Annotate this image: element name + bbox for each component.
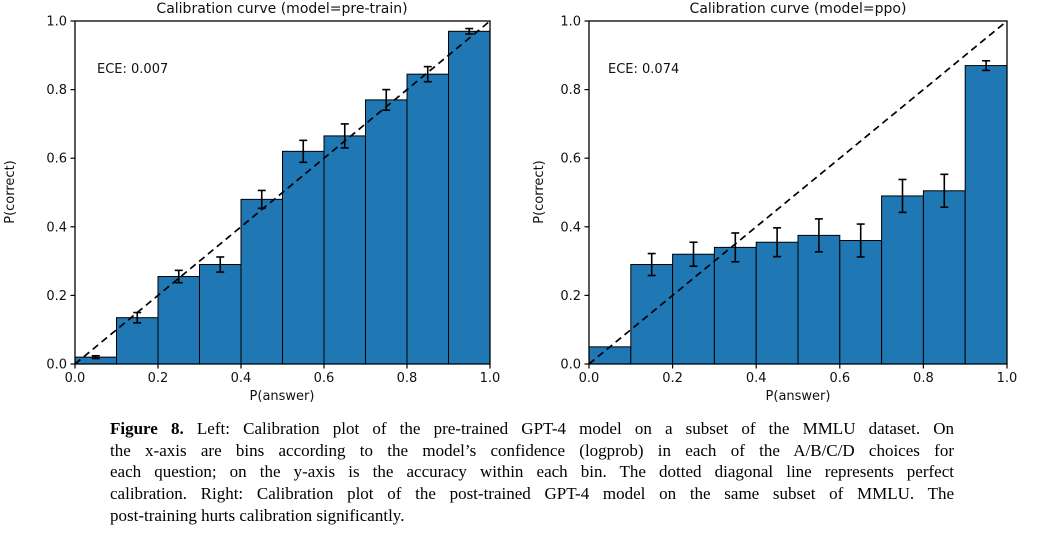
bar bbox=[448, 30, 491, 365]
caption-line: each question; on the y-axis is the accu… bbox=[110, 462, 954, 482]
bar bbox=[365, 99, 408, 365]
x-tick-label: 0.0 bbox=[579, 371, 600, 386]
caption-line: Figure 8. Left: Calibration plot of the … bbox=[110, 418, 954, 440]
y-tick-label: 0.8 bbox=[46, 83, 67, 98]
error-bar bbox=[773, 227, 782, 258]
bar bbox=[199, 264, 242, 365]
error-bar bbox=[689, 241, 698, 268]
x-axis-label: P(answer) bbox=[250, 389, 315, 404]
y-tick-label: 0.0 bbox=[46, 358, 67, 373]
bar bbox=[755, 241, 799, 365]
error-bar bbox=[856, 223, 865, 258]
caption-line: post-training hurts calibration signific… bbox=[110, 505, 405, 525]
plot-border bbox=[74, 20, 491, 365]
bar bbox=[839, 240, 883, 365]
error-bar bbox=[174, 269, 183, 284]
plot-border bbox=[588, 20, 1008, 365]
calibration-plot-pretrain: 0.0 0.2 0.4 0.6 0.8 1.0 0.0 0.2 0.4 0.6 0.8 1.0 Cal… bbox=[3, 1, 500, 404]
x-tick-label: 0.2 bbox=[148, 371, 169, 386]
bar bbox=[797, 234, 841, 365]
error-bar bbox=[814, 218, 823, 253]
plot-area-ppo: 0.0 0.2 0.4 0.6 0.8 1.0 0.0 0.2 0.4 0.6 0.8 1.0 bbox=[560, 15, 1017, 387]
x-tick-label: 0.0 bbox=[65, 371, 86, 386]
diagonal-line bbox=[74, 20, 491, 365]
bar bbox=[588, 346, 632, 365]
error-bar bbox=[340, 123, 349, 149]
bar bbox=[964, 65, 1008, 365]
y-tick-label: 1.0 bbox=[560, 15, 581, 30]
ece-annotation: ECE: 0.074 bbox=[608, 62, 679, 77]
error-bar bbox=[940, 173, 949, 209]
bar bbox=[323, 135, 366, 365]
error-bar bbox=[647, 252, 656, 277]
y-tick-label: 0.2 bbox=[46, 289, 67, 304]
chart-title: Calibration curve (model=ppo) bbox=[690, 1, 907, 17]
x-tick-label: 1.0 bbox=[997, 371, 1018, 386]
x-tick-label: 0.6 bbox=[314, 371, 335, 386]
y-tick-label: 0.0 bbox=[560, 358, 581, 373]
calibration-plot-ppo: 0.0 0.2 0.4 0.6 0.8 1.0 0.0 0.2 0.4 0.6 0.8 1.0 Cal… bbox=[532, 1, 1017, 404]
bar bbox=[672, 253, 715, 365]
ece-annotation: ECE: 0.007 bbox=[97, 62, 168, 77]
caption-text: Left: Calibration plot of the pre-traine… bbox=[183, 419, 954, 438]
figure-caption: Figure 8. Left: Calibration plot of the … bbox=[110, 418, 954, 527]
error-bar bbox=[465, 27, 474, 35]
caption-line: calibration. Right: Calibration plot of … bbox=[110, 484, 954, 504]
chart-pretrain: 0.0 0.2 0.4 0.6 0.8 1.0 0.0 0.2 0.4 0.6 0.8 1.0 Cal… bbox=[0, 0, 527, 420]
chart-title: Calibration curve (model=pre-train) bbox=[156, 1, 407, 17]
y-tick-label: 0.2 bbox=[560, 289, 581, 304]
y-tick-label: 0.6 bbox=[46, 152, 67, 167]
chart-ppo: 0.0 0.2 0.4 0.6 0.8 1.0 0.0 0.2 0.4 0.6 0.8 1.0 Cal… bbox=[527, 0, 1054, 420]
x-tick-label: 0.6 bbox=[829, 371, 850, 386]
bar bbox=[713, 246, 757, 365]
bar bbox=[282, 150, 325, 365]
error-bar bbox=[382, 88, 391, 111]
error-bar bbox=[898, 178, 907, 214]
error-bar bbox=[133, 311, 142, 324]
error-bar bbox=[423, 65, 432, 83]
error-bar bbox=[91, 354, 100, 360]
y-tick-label: 0.4 bbox=[560, 220, 581, 235]
x-tick-label: 0.2 bbox=[662, 371, 683, 386]
y-axis-label: P(correct) bbox=[3, 160, 18, 224]
bar bbox=[240, 198, 283, 365]
x-tick-label: 1.0 bbox=[480, 371, 501, 386]
bar bbox=[406, 73, 449, 365]
x-axis-label: P(answer) bbox=[766, 389, 831, 404]
caption-label: Figure 8. bbox=[110, 419, 184, 438]
error-bar bbox=[731, 232, 740, 263]
plot-area-pretrain: 0.0 0.2 0.4 0.6 0.8 1.0 0.0 0.2 0.4 0.6 0.8 1.0 bbox=[46, 15, 500, 387]
x-tick-label: 0.8 bbox=[913, 371, 934, 386]
x-tick-label: 0.8 bbox=[397, 371, 418, 386]
error-bar bbox=[216, 256, 225, 273]
y-tick-label: 0.8 bbox=[560, 83, 581, 98]
bar bbox=[922, 190, 966, 365]
error-bar bbox=[299, 139, 308, 164]
y-tick-label: 0.6 bbox=[560, 152, 581, 167]
y-tick-label: 1.0 bbox=[46, 15, 67, 30]
x-tick-label: 0.4 bbox=[746, 371, 767, 386]
x-tick-label: 0.4 bbox=[231, 371, 252, 386]
bar bbox=[881, 195, 924, 365]
y-tick-label: 0.4 bbox=[46, 220, 67, 235]
error-bar bbox=[257, 189, 266, 210]
diagonal-line bbox=[588, 20, 1008, 365]
error-bar bbox=[982, 59, 991, 72]
y-axis-label: P(correct) bbox=[532, 160, 547, 224]
bar bbox=[630, 264, 674, 365]
caption-line: the x-axis are bins according to the mod… bbox=[110, 440, 954, 460]
